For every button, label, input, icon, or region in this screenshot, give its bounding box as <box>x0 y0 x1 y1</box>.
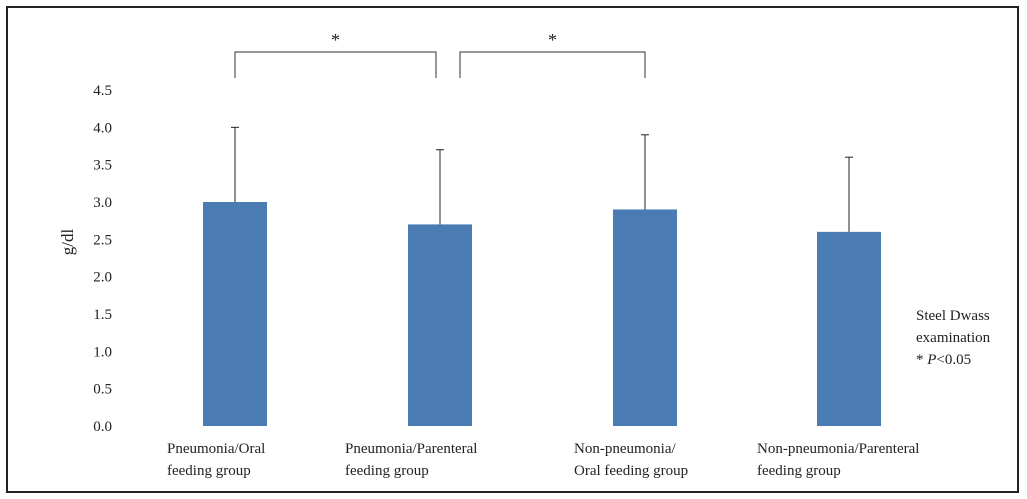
category-label: Non-pneumonia/Oral feeding group <box>574 441 688 479</box>
statistics-note: Steel Dwass examination * P<0.05 <box>916 308 991 368</box>
y-tick-label: 4.5 <box>93 83 112 99</box>
y-tick-label: 2.5 <box>93 232 112 248</box>
y-tick-label: 4.0 <box>93 120 112 136</box>
y-axis-label: g/dl <box>58 229 77 256</box>
significance-bracket <box>234 51 437 78</box>
y-tick-label: 0.5 <box>93 382 112 398</box>
significance-bracket <box>459 51 646 78</box>
y-tick-label: 2.0 <box>93 270 112 286</box>
bar <box>817 231 881 426</box>
significance-star: * <box>548 30 557 50</box>
category-label: Pneumonia/Parenteral feeding group <box>345 441 477 479</box>
category-label: Non-pneumonia/Parenteral feeding group <box>757 441 919 479</box>
y-tick-label: 1.0 <box>93 344 112 360</box>
y-tick-label: 3.0 <box>93 195 112 211</box>
category-label: Pneumonia/Oral feeding group <box>167 441 265 479</box>
bar <box>203 202 267 426</box>
note-line: Steel Dwass <box>916 308 990 324</box>
chart-frame: g/dl 0.0 0.5 1.0 1.5 2.0 2.5 3.0 3.5 4.0 4.5 Pneu… <box>6 6 1019 493</box>
y-tick-label: 3.5 <box>93 158 112 174</box>
bar <box>408 224 472 426</box>
y-tick-label: 1.5 <box>93 307 112 323</box>
bar-chart: g/dl 0.0 0.5 1.0 1.5 2.0 2.5 3.0 3.5 4.0 4.5 Pneu… <box>58 30 991 479</box>
y-tick-label: 0.0 <box>93 419 112 435</box>
bar <box>613 209 677 426</box>
p-value-note: * P<0.05 <box>916 352 971 368</box>
significance-star: * <box>331 30 340 50</box>
note-line: examination <box>916 330 991 346</box>
